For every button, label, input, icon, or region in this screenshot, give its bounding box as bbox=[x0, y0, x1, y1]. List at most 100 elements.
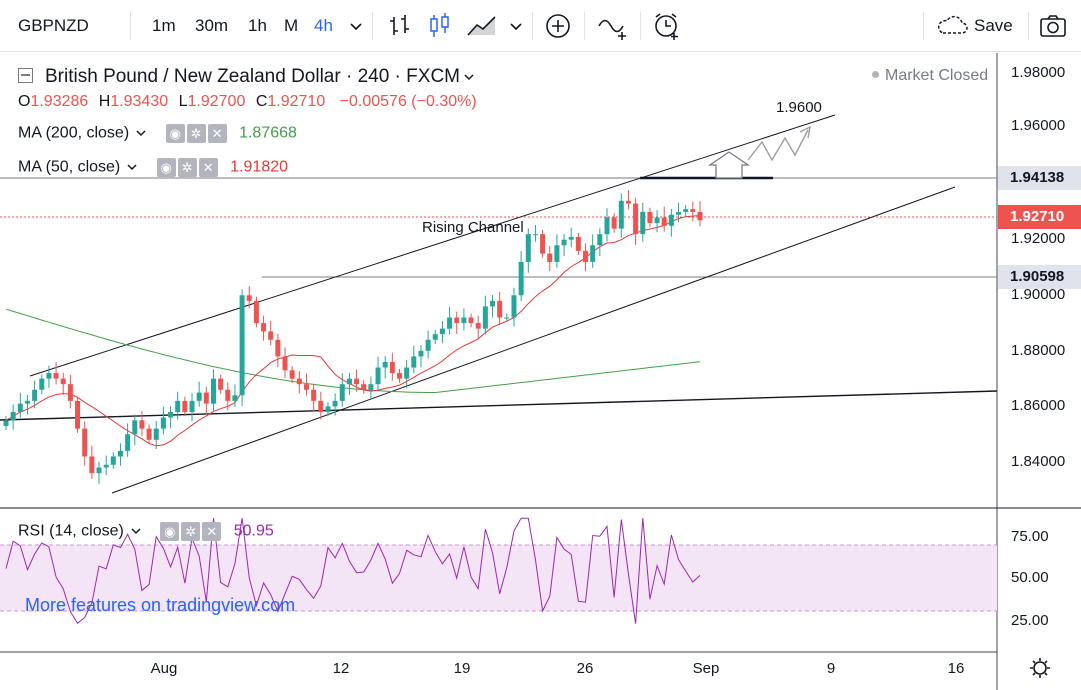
chevron-down-icon[interactable] bbox=[135, 128, 149, 138]
interval-1m[interactable]: 1m bbox=[152, 16, 176, 35]
candle-body bbox=[96, 467, 102, 474]
candle-body bbox=[532, 234, 538, 236]
title-dropdown-icon[interactable] bbox=[463, 72, 475, 82]
target-label: 1.9600 bbox=[776, 99, 822, 116]
ohlc-row: O1.93286 H1.93430 L1.92700 C1.92710 −0.0… bbox=[18, 93, 477, 111]
save-button[interactable]: Save bbox=[974, 16, 1013, 35]
candle-body bbox=[418, 350, 424, 357]
candle-body bbox=[32, 389, 38, 401]
chevron-down-icon[interactable] bbox=[126, 162, 140, 172]
candles-group bbox=[3, 189, 703, 484]
chevron-down-icon[interactable] bbox=[130, 526, 144, 536]
collapse-legend-icon[interactable] bbox=[18, 68, 33, 83]
close-label: C bbox=[255, 93, 268, 110]
candle-body bbox=[404, 367, 410, 379]
rsi-label[interactable]: RSI (14, close) bbox=[18, 522, 124, 540]
candle-body bbox=[218, 378, 224, 390]
candle-body bbox=[39, 378, 45, 390]
settings-gear-icon[interactable]: ✲ bbox=[181, 522, 201, 541]
interval-dropdown-icon[interactable] bbox=[348, 11, 364, 41]
camera-icon[interactable] bbox=[1038, 11, 1068, 41]
settings-gear-icon[interactable]: ✲ bbox=[186, 124, 206, 143]
chart-title-row: British Pound / New Zealand Dollar · 240… bbox=[18, 66, 475, 88]
visibility-eye-icon[interactable]: ◉ bbox=[165, 124, 185, 143]
candle-body bbox=[246, 295, 252, 301]
market-status: Market Closed bbox=[872, 67, 988, 85]
interval-1h[interactable]: 1h bbox=[248, 16, 267, 35]
interval-month[interactable]: M bbox=[284, 16, 299, 35]
candle-body bbox=[82, 428, 88, 457]
ma200-legend[interactable]: MA (200, close) ◉ ✲ ✕ 1.87668 bbox=[18, 124, 297, 143]
chart-canvas[interactable] bbox=[0, 53, 1081, 690]
candle-body bbox=[697, 211, 703, 221]
ma50-legend[interactable]: MA (50, close) ◉ ✲ ✕ 1.91820 bbox=[18, 158, 288, 177]
toolbar-divider bbox=[640, 12, 641, 40]
candle-body bbox=[633, 203, 639, 235]
time-tick: 26 bbox=[576, 660, 594, 677]
interval-30m[interactable]: 30m bbox=[195, 16, 229, 35]
settings-gear-icon[interactable]: ✲ bbox=[177, 158, 197, 177]
chevron-down-icon[interactable] bbox=[508, 11, 524, 41]
candle-body bbox=[554, 245, 560, 262]
remove-close-icon[interactable]: ✕ bbox=[202, 522, 222, 541]
long-trendline bbox=[0, 390, 998, 421]
ma50-label[interactable]: MA (50, close) bbox=[18, 158, 121, 176]
channel-lower-line bbox=[111, 186, 956, 494]
candle-body bbox=[432, 334, 438, 340]
candle-body bbox=[447, 317, 453, 329]
candle-body bbox=[196, 392, 202, 401]
candle-body bbox=[239, 295, 245, 396]
rsi-path bbox=[5, 517, 701, 624]
interval-4h[interactable]: 4h bbox=[314, 16, 333, 35]
candle-body bbox=[618, 200, 624, 229]
candle-body bbox=[189, 400, 195, 412]
candle-body bbox=[647, 211, 653, 224]
rsi-tick: 75.00 bbox=[1011, 528, 1049, 545]
time-tick: 19 bbox=[453, 660, 471, 677]
chart-title[interactable]: British Pound / New Zealand Dollar · 240… bbox=[45, 66, 460, 87]
remove-close-icon[interactable]: ✕ bbox=[198, 158, 218, 177]
projection-zigzag bbox=[747, 129, 809, 162]
candle-body bbox=[482, 306, 488, 329]
projection-arrowhead-icon bbox=[799, 125, 811, 139]
candle-body bbox=[411, 356, 417, 368]
candle-body bbox=[583, 250, 589, 262]
tradingview-watermark-link[interactable]: More features on tradingview.com bbox=[25, 595, 296, 615]
area-chart-icon[interactable] bbox=[465, 11, 501, 41]
toolbar-divider bbox=[130, 12, 131, 40]
cloud-icon[interactable] bbox=[934, 11, 970, 41]
low-value: 1.92700 bbox=[187, 93, 246, 110]
candle-body bbox=[361, 384, 367, 390]
price-tick: 1.92000 bbox=[1011, 230, 1066, 247]
compare-plus-icon[interactable] bbox=[543, 11, 573, 41]
settings-gear-icon[interactable] bbox=[1030, 658, 1050, 678]
candle-body bbox=[160, 417, 166, 429]
candles-icon[interactable] bbox=[425, 11, 455, 41]
candle-body bbox=[303, 384, 309, 390]
candle-body bbox=[60, 378, 66, 385]
candle-body bbox=[210, 378, 216, 404]
toolbar-divider bbox=[1028, 12, 1029, 40]
candle-body bbox=[225, 389, 231, 401]
candle-body bbox=[604, 217, 610, 235]
candle-body bbox=[611, 217, 617, 229]
price-tick: 1.84000 bbox=[1011, 453, 1066, 470]
candle-body bbox=[490, 300, 496, 307]
candle-body bbox=[261, 323, 267, 332]
ma50-value: 1.91820 bbox=[230, 158, 289, 176]
rsi-legend[interactable]: RSI (14, close) ◉ ✲ ✕ 50.95 bbox=[18, 522, 274, 541]
visibility-eye-icon[interactable]: ◉ bbox=[156, 158, 176, 177]
visibility-eye-icon[interactable]: ◉ bbox=[160, 522, 180, 541]
bar-style-icon[interactable] bbox=[385, 11, 415, 41]
ma200-label[interactable]: MA (200, close) bbox=[18, 124, 130, 142]
candle-body bbox=[175, 400, 181, 412]
candle-body bbox=[354, 378, 360, 385]
indicators-icon[interactable] bbox=[597, 11, 631, 41]
symbol-search[interactable]: GBPNZD bbox=[18, 16, 89, 35]
candle-body bbox=[590, 245, 596, 262]
candle-body bbox=[504, 317, 510, 319]
alert-clock-icon[interactable] bbox=[652, 11, 682, 41]
price-tick: 1.98000 bbox=[1011, 64, 1066, 81]
candle-body bbox=[182, 400, 188, 412]
remove-close-icon[interactable]: ✕ bbox=[207, 124, 227, 143]
